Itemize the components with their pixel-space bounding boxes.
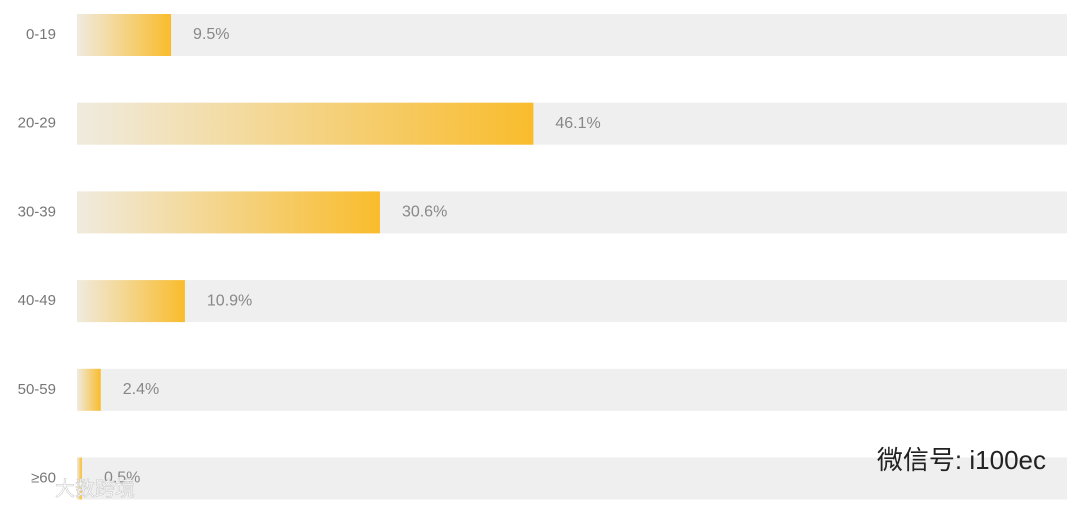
data-label: 9.5% <box>193 26 229 43</box>
y-tick-label: 50-59 <box>18 381 56 398</box>
data-label: 46.1% <box>555 115 600 132</box>
watermark: 大数跨境 <box>55 477 135 500</box>
y-tick-label: 40-49 <box>18 292 56 309</box>
data-label: 0.5% <box>104 470 140 487</box>
bar <box>77 280 185 323</box>
y-tick-label: 30-39 <box>18 203 56 220</box>
bar <box>77 191 380 234</box>
y-tick-label: ≥60 <box>31 469 56 486</box>
bar-track <box>77 280 1067 323</box>
bar-track <box>77 457 1067 500</box>
bar <box>77 368 101 411</box>
watermark: 微信号: i100ec <box>877 445 1046 475</box>
data-label: 30.6% <box>402 204 447 221</box>
y-tick-label: 20-29 <box>18 115 56 132</box>
y-tick-label: 0-19 <box>26 26 56 43</box>
data-label: 10.9% <box>207 292 252 309</box>
data-label: 2.4% <box>123 381 159 398</box>
bar <box>77 102 534 145</box>
bar <box>77 457 82 500</box>
bar <box>77 14 172 56</box>
bar-track <box>77 368 1067 411</box>
bar-track <box>77 14 1067 56</box>
